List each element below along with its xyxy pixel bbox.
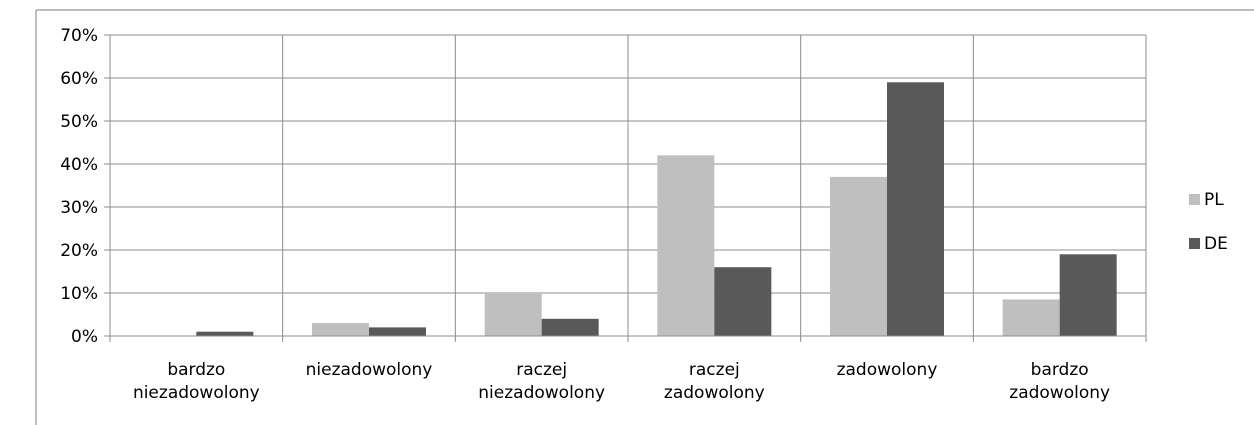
bar-de-4 xyxy=(887,82,944,336)
y-tick-label: 70% xyxy=(60,26,98,46)
legend-swatch-de xyxy=(1189,238,1200,249)
x-tick-label: zadowolony xyxy=(837,360,938,380)
gridlines xyxy=(110,34,1147,336)
y-axis-ticks: 0% 10% 20% 30% 40% 50% 60% 70% xyxy=(60,26,98,347)
bars xyxy=(196,82,1117,336)
y-tick-label: 20% xyxy=(60,241,98,261)
x-tick-label: raczej niezadowolony xyxy=(478,360,605,403)
legend-label-pl: PL xyxy=(1204,190,1224,210)
y-tick-label: 30% xyxy=(60,198,98,218)
bar-pl-2 xyxy=(484,293,542,336)
bar-pl-1 xyxy=(312,323,369,336)
bar-pl-5 xyxy=(1002,299,1060,336)
bar-pl-3 xyxy=(657,155,715,336)
legend: PL DE xyxy=(1189,190,1228,254)
bar-de-5 xyxy=(1059,254,1117,336)
x-axis-ticks: bardzo niezadowolony niezadowolony raczej ni… xyxy=(133,360,1110,403)
y-tick-label: 40% xyxy=(60,155,98,175)
bar-de-2 xyxy=(541,318,599,336)
bar-pl-4 xyxy=(830,176,887,336)
bar-de-1 xyxy=(369,327,426,336)
y-tick-label: 10% xyxy=(60,284,98,304)
x-tick-label: bardzo niezadowolony xyxy=(133,360,260,403)
axes xyxy=(104,34,1147,342)
x-tick-label: raczej zadowolony xyxy=(664,360,765,403)
y-tick-label: 0% xyxy=(71,327,98,347)
x-tick-label: niezadowolony xyxy=(306,360,433,380)
legend-label-de: DE xyxy=(1204,234,1228,254)
y-tick-label: 60% xyxy=(60,69,98,89)
chart-top-border xyxy=(35,9,1254,425)
bar-de-3 xyxy=(714,267,772,336)
y-tick-label: 50% xyxy=(60,112,98,132)
x-tick-label: bardzo zadowolony xyxy=(1009,360,1110,403)
bar-de-0 xyxy=(196,331,254,336)
legend-swatch-pl xyxy=(1189,194,1200,205)
